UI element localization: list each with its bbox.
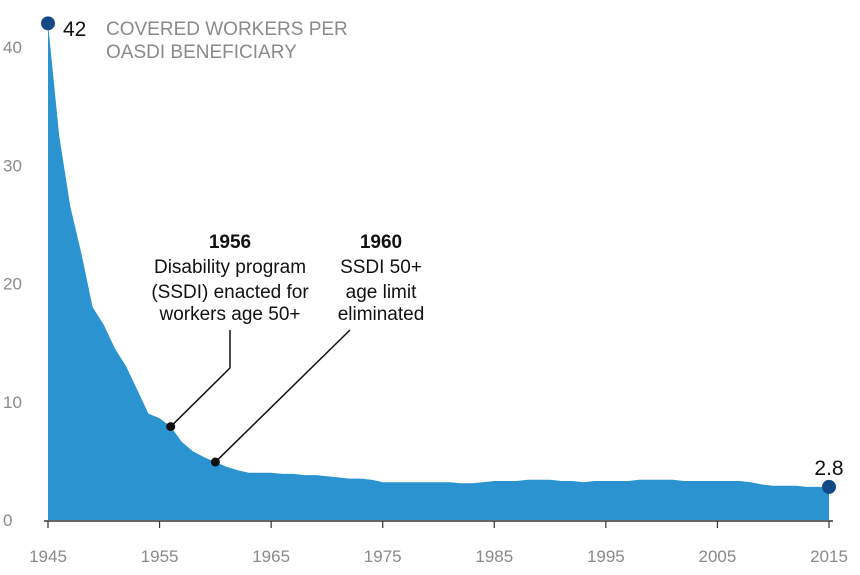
- y-tick-label: 0: [3, 511, 12, 530]
- x-tick-label: 1965: [252, 547, 290, 566]
- start-point: 42: [41, 16, 86, 41]
- area-series: [48, 23, 829, 521]
- x-tick-label: 1975: [364, 547, 402, 566]
- annotation-1956-leader: [170, 367, 231, 428]
- annotation-1956-line-3: workers age 50+: [159, 304, 301, 325]
- annotation-1960: 1960 SSDI 50+ age limit eliminated: [210, 232, 425, 467]
- annotation-1960-leader: [214, 329, 351, 463]
- end-point-marker: [822, 479, 836, 494]
- x-tick-label: 1985: [475, 547, 513, 566]
- annotation-1956: 1956 Disability program (SSDI) enacted f…: [151, 232, 309, 432]
- end-point: 2.8: [814, 457, 844, 494]
- annotation-1960-year: 1960: [360, 232, 402, 253]
- y-axis-labels: 0 10 20 30 40: [3, 38, 22, 530]
- y-tick-label: 10: [3, 393, 22, 412]
- title-line-1: COVERED WORKERS PER: [106, 19, 348, 40]
- y-tick-label: 40: [3, 38, 22, 57]
- annotation-1956-line-2: (SSDI) enacted for: [151, 282, 309, 303]
- chart-title: COVERED WORKERS PER OASDI BENEFICIARY: [106, 19, 348, 63]
- annotation-1960-line-1: SSDI 50+: [340, 257, 422, 278]
- title-line-2: OASDI BENEFICIARY: [106, 42, 297, 63]
- annotation-1960-dot: [210, 457, 220, 467]
- annotation-1956-dot: [166, 422, 176, 432]
- x-tick-label: 2015: [810, 547, 848, 566]
- x-tick-label: 1995: [587, 547, 625, 566]
- x-tick-label: 1955: [141, 547, 179, 566]
- x-axis-labels: 1945 1955 1965 1975 1985 1995 2005 2015: [29, 547, 848, 566]
- x-ticks: [47, 521, 830, 528]
- start-point-label: 42: [63, 18, 86, 41]
- annotation-1960-line-3: eliminated: [338, 304, 425, 325]
- y-tick-label: 20: [3, 275, 22, 294]
- start-point-marker: [41, 16, 55, 31]
- annotation-1956-line-1: Disability program: [154, 257, 306, 278]
- end-point-label: 2.8: [814, 457, 843, 480]
- x-tick-label: 2005: [699, 547, 737, 566]
- annotation-1960-line-2: age limit: [346, 282, 417, 303]
- y-tick-label: 30: [3, 156, 22, 175]
- annotation-1956-year: 1956: [209, 232, 251, 253]
- x-tick-label: 1945: [29, 547, 67, 566]
